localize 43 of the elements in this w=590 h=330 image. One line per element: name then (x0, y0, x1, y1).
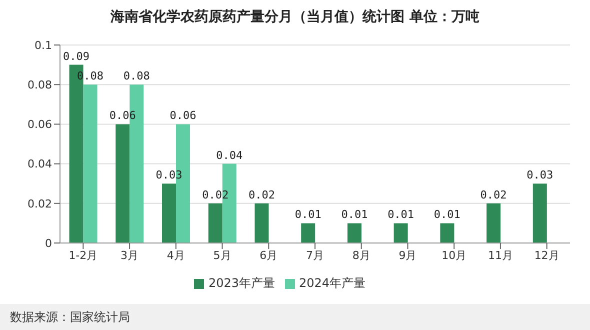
chart-title: 海南省化学农药原药产量分月（当月值）统计图 单位：万吨 (110, 8, 480, 26)
x-tick-label: 9月 (398, 248, 417, 262)
x-tick-label: 11月 (488, 248, 513, 262)
source-note: 数据来源：国家统计局 (0, 304, 590, 330)
legend-label: 2023年产量 (208, 276, 275, 290)
bar (116, 124, 130, 243)
data-label: 0.03 (526, 168, 554, 182)
data-label: 0.01 (388, 208, 414, 222)
x-tick-label: 12月 (534, 248, 560, 262)
data-label: 0.02 (480, 188, 507, 202)
x-tick-label: 6月 (260, 248, 278, 262)
x-tick-label: 4月 (166, 248, 185, 262)
bar (486, 203, 501, 243)
bar (208, 203, 222, 243)
y-tick-label: 0.08 (28, 78, 52, 92)
bar (394, 223, 408, 243)
y-tick-label: 0.1 (34, 38, 52, 52)
data-label: 0.02 (248, 188, 275, 202)
data-label: 0.01 (341, 208, 368, 222)
data-label: 0.04 (216, 148, 243, 162)
bar (347, 223, 362, 243)
y-tick-label: 0 (45, 236, 52, 250)
x-tick-label: 10月 (442, 248, 467, 262)
bar (83, 84, 98, 243)
y-tick-label: 0.02 (28, 197, 52, 210)
data-label: 0.01 (294, 208, 322, 222)
x-tick-label: 1-2月 (68, 248, 98, 262)
x-tick-label: 7月 (306, 248, 324, 262)
x-tick-label: 8月 (352, 248, 370, 262)
bar (440, 223, 454, 243)
x-tick-label: 3月 (120, 248, 139, 262)
data-label: 0.01 (434, 208, 460, 222)
bar (254, 203, 269, 243)
bar (301, 223, 316, 243)
legend-label: 2024年产量 (299, 276, 366, 290)
data-label: 0.09 (63, 50, 90, 63)
bar (532, 184, 547, 243)
y-tick-label: 0.04 (28, 158, 52, 171)
bar (162, 184, 176, 243)
data-label: 0.06 (170, 109, 196, 122)
data-label: 0.08 (123, 70, 150, 83)
x-tick-label: 5月 (213, 248, 232, 262)
y-tick-label: 0.06 (28, 118, 52, 132)
